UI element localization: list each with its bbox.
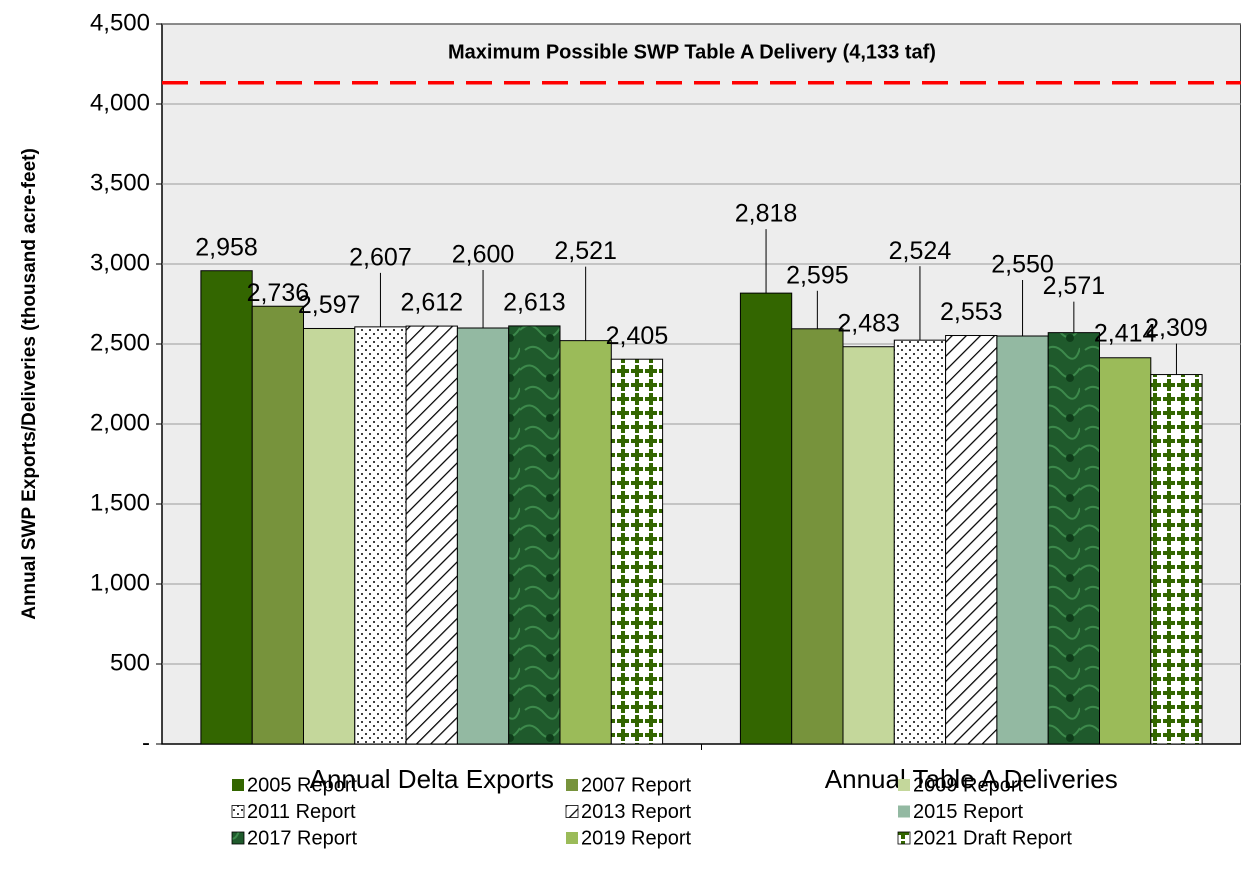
- reference-label: Maximum Possible SWP Table A Delivery (4…: [448, 41, 936, 63]
- legend-label: 2011 Report: [247, 801, 356, 823]
- bar: [842, 346, 895, 745]
- x-tick-label: Annual Table A Deliveries: [825, 764, 1118, 794]
- data-label: 2,736: [247, 279, 310, 307]
- x-tick-label: Annual Delta Exports: [310, 764, 554, 794]
- data-label: 2,818: [735, 200, 798, 228]
- y-tick-label: -: [142, 729, 150, 756]
- bar: [610, 358, 664, 745]
- y-axis-title: Annual SWP Exports/Deliveries (thousand …: [19, 148, 40, 620]
- data-label: 2,595: [786, 261, 849, 289]
- data-label: 2,414: [1094, 319, 1157, 347]
- legend-swatch: [897, 831, 911, 845]
- data-label: 2,405: [606, 322, 669, 350]
- bar: [456, 327, 510, 745]
- legend-swatch: [231, 805, 245, 818]
- bar: [1150, 374, 1203, 745]
- data-label: 2,550: [991, 251, 1054, 279]
- data-label: 2,613: [503, 289, 566, 317]
- bar: [739, 292, 793, 745]
- legend-swatch: [898, 779, 910, 791]
- legend-label: 2015 Report: [913, 801, 1024, 823]
- legend-swatch: [566, 832, 578, 844]
- data-label: 2,524: [889, 237, 952, 265]
- data-label: 2,483: [837, 309, 900, 337]
- data-label: 2,309: [1145, 314, 1208, 342]
- data-label: 2,600: [452, 241, 515, 269]
- bar: [303, 327, 356, 745]
- bar: [791, 328, 844, 745]
- legend-swatch: [566, 779, 578, 791]
- legend-swatch: [231, 831, 245, 845]
- data-label: 2,607: [349, 243, 412, 271]
- bar: [405, 325, 458, 745]
- bar: [559, 340, 612, 745]
- legend-label: 2007 Report: [581, 774, 692, 796]
- y-tick-label: 3,500: [90, 169, 150, 196]
- bar: [354, 326, 407, 745]
- data-label: 2,571: [1043, 272, 1106, 300]
- bar: [200, 270, 253, 745]
- bar: [508, 325, 561, 745]
- y-tick-label: 500: [110, 649, 150, 676]
- data-label: 2,612: [400, 289, 463, 317]
- bar: [893, 339, 947, 745]
- y-tick-label: 2,000: [90, 409, 150, 436]
- legend-label: 2005 Report: [247, 774, 358, 796]
- y-tick-label: 1,500: [90, 489, 150, 516]
- bar: [996, 335, 1049, 745]
- legend-swatch: [232, 779, 244, 791]
- data-label: 2,958: [195, 233, 258, 261]
- y-tick-label: 2,500: [90, 329, 150, 356]
- legend-label: 2013 Report: [581, 801, 692, 823]
- bar: [251, 305, 304, 745]
- y-tick-label: 1,000: [90, 569, 150, 596]
- y-tick-label: 3,000: [90, 249, 150, 276]
- data-label: 2,597: [298, 291, 361, 319]
- legend-swatch: [898, 805, 910, 818]
- legend-label: 2021 Draft Report: [913, 827, 1072, 849]
- y-tick-label: 4,500: [90, 9, 150, 36]
- legend-label: 2019 Report: [581, 827, 692, 849]
- bar: [945, 335, 998, 745]
- bar: [1047, 332, 1100, 745]
- data-label: 2,521: [554, 237, 617, 265]
- legend-label: 2009 Report: [913, 774, 1024, 796]
- y-tick-label: 4,000: [90, 89, 150, 116]
- data-label: 2,553: [940, 298, 1003, 326]
- legend-swatch: [565, 805, 579, 818]
- bar: [1099, 357, 1152, 745]
- legend-label: 2017 Report: [247, 827, 358, 849]
